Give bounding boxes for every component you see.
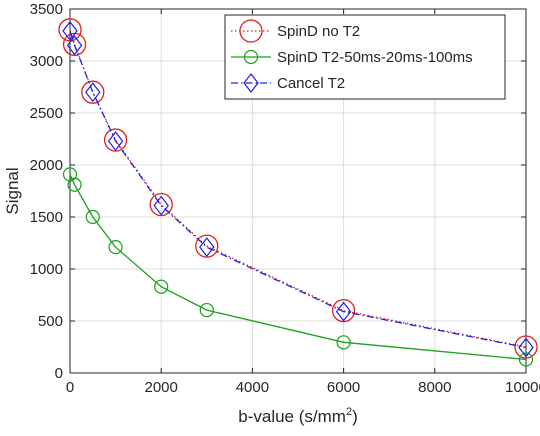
series-marker-circle bbox=[154, 279, 169, 294]
series-line bbox=[69, 174, 527, 361]
legend-label: SpinD no T2 bbox=[277, 23, 360, 40]
legend-label: SpinD T2-50ms-20ms-100ms bbox=[277, 49, 473, 66]
series-marker-circle bbox=[85, 209, 100, 225]
series-marker-circle bbox=[514, 335, 538, 359]
y-tick-label: 0 bbox=[55, 365, 63, 382]
x-tick-label: 0 bbox=[66, 379, 74, 396]
legend-label: Cancel T2 bbox=[277, 75, 345, 92]
x-tick-label: 4000 bbox=[236, 379, 269, 396]
series-3 bbox=[62, 20, 534, 358]
x-tick-label: 6000 bbox=[327, 379, 360, 396]
series-marker-diamond bbox=[335, 301, 352, 322]
legend-box bbox=[224, 14, 506, 100]
x-tick-label: 8000 bbox=[418, 379, 451, 396]
series-marker-diamond bbox=[107, 131, 124, 152]
series-marker-circle bbox=[243, 49, 259, 65]
series-marker-diamond bbox=[66, 35, 83, 56]
series-layer bbox=[58, 18, 538, 367]
series-marker-diamond bbox=[62, 20, 78, 41]
legend: SpinD no T2 SpinD T2-50ms-20ms-100ms Cance… bbox=[224, 14, 506, 100]
x-axis-label: b-value (s/mm2) bbox=[238, 406, 357, 426]
legend-entry: SpinD T2-50ms-20ms-100ms bbox=[231, 49, 473, 66]
series-marker-circle bbox=[67, 177, 82, 192]
series-2 bbox=[62, 167, 534, 367]
series-marker-circle bbox=[199, 302, 214, 318]
x-tick-label: 2000 bbox=[145, 379, 178, 396]
series-marker-diamond bbox=[85, 82, 101, 103]
y-tick-label: 3500 bbox=[30, 1, 63, 18]
x-axis-label-main: b-value (s/mm bbox=[238, 407, 346, 426]
x-axis-label-superscript: 2 bbox=[346, 406, 352, 418]
legend-entry: SpinD no T2 bbox=[231, 19, 360, 43]
y-tick-label: 2500 bbox=[30, 105, 63, 122]
series-marker-diamond bbox=[199, 237, 215, 258]
series-marker-circle bbox=[336, 335, 351, 350]
y-tick-label: 500 bbox=[38, 313, 63, 330]
series-marker-circle bbox=[81, 80, 105, 104]
series-marker-diamond bbox=[518, 337, 534, 358]
y-axis-label: Signal bbox=[3, 167, 22, 214]
series-marker-circle bbox=[239, 19, 263, 43]
legend-entry: Cancel T2 bbox=[231, 73, 345, 93]
series-marker-circle bbox=[518, 352, 534, 367]
series-marker-diamond bbox=[153, 195, 169, 216]
plot-area-frame bbox=[69, 8, 527, 374]
x-axis-label-suffix: ) bbox=[352, 407, 358, 426]
y-tick-label: 2000 bbox=[30, 157, 63, 174]
y-tick-label: 1000 bbox=[30, 261, 63, 278]
y-tick-label: 3000 bbox=[30, 53, 63, 70]
series-marker-diamond bbox=[243, 73, 259, 93]
series-marker-circle bbox=[108, 240, 123, 255]
y-tick-label: 1500 bbox=[30, 209, 63, 226]
